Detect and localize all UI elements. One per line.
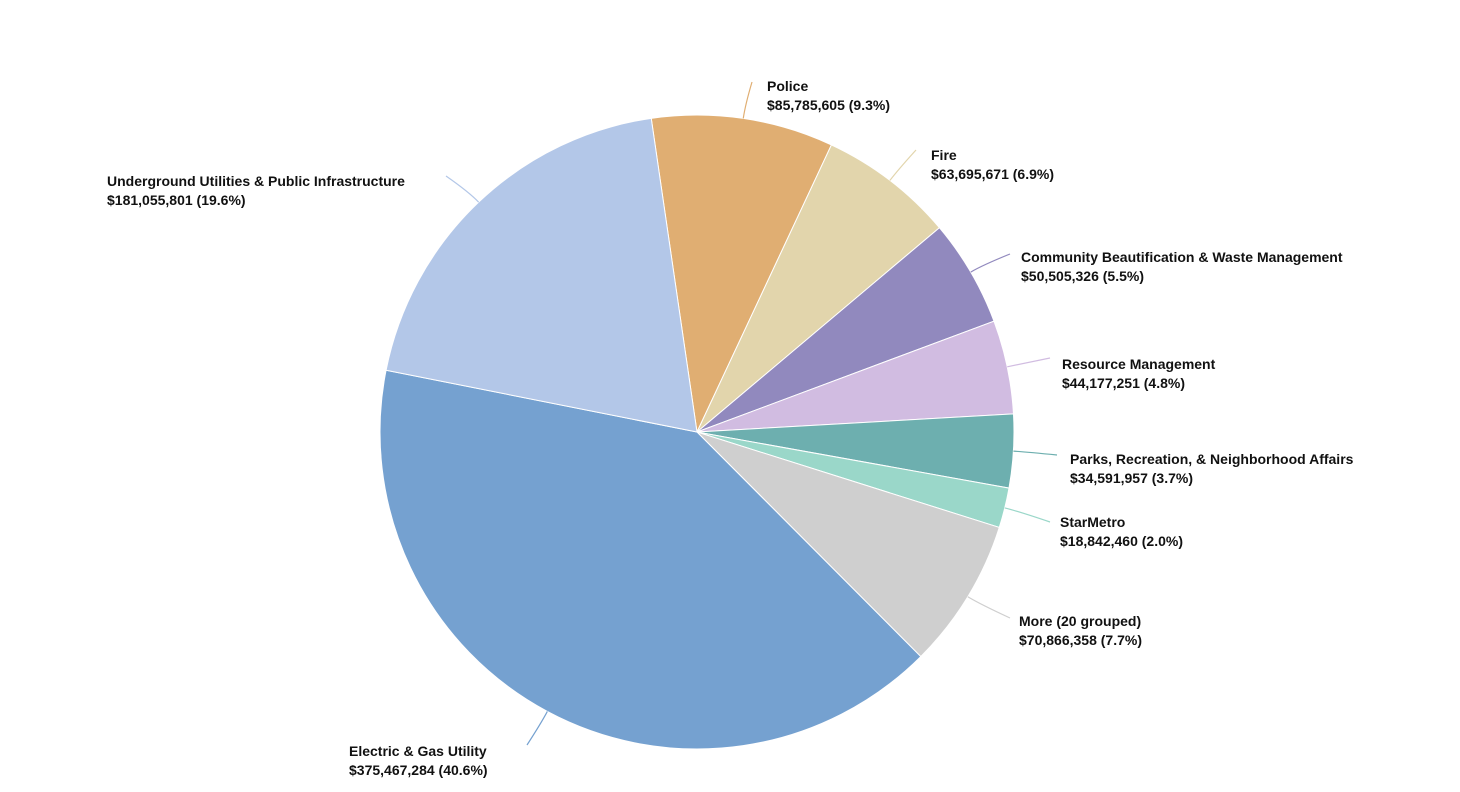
slice-label-name: More (20 grouped) (1019, 613, 1141, 629)
slice-label-value: $85,785,605 (9.3%) (767, 97, 890, 113)
pie-slice[interactable] (379, 369, 922, 750)
slice-label-value: $44,177,251 (4.8%) (1062, 375, 1185, 391)
leader-line (742, 81, 753, 119)
pie-slice[interactable] (696, 431, 1000, 658)
leader-line (445, 175, 480, 203)
leader-line (1004, 507, 1051, 523)
leader-lines (445, 81, 1058, 746)
leader-line (1007, 357, 1051, 368)
slice-label-value: $18,842,460 (2.0%) (1060, 533, 1183, 549)
slice-label-value: $50,505,326 (5.5%) (1021, 268, 1144, 284)
slice-label-value: $375,467,284 (40.6%) (349, 762, 488, 778)
pie-slice[interactable] (650, 114, 833, 434)
leader-line (967, 596, 1011, 619)
leader-line (970, 253, 1011, 273)
slice-label-name: Underground Utilities & Public Infrastru… (107, 173, 405, 189)
slice-label-value: $70,866,358 (7.7%) (1019, 632, 1142, 648)
pie-slice[interactable] (385, 117, 698, 433)
leader-line (889, 149, 917, 181)
slice-label-name: Resource Management (1062, 356, 1216, 372)
slice-label-name: Parks, Recreation, & Neighborhood Affair… (1070, 451, 1354, 467)
slice-label-name: Police (767, 78, 808, 94)
slice-label-name: Fire (931, 147, 957, 163)
slice-labels: Police $85,785,605 (9.3%) Fire $63,695,671 … (107, 78, 1354, 778)
pie-slices (379, 114, 1015, 750)
slice-label-value: $63,695,671 (6.9%) (931, 166, 1054, 182)
slice-label-name: StarMetro (1060, 514, 1125, 530)
slice-label-name: Electric & Gas Utility (349, 743, 487, 759)
pie-slice[interactable] (696, 144, 941, 433)
slice-label-name: Community Beautification & Waste Managem… (1021, 249, 1343, 265)
leader-line (526, 711, 548, 746)
leader-line (1013, 450, 1058, 456)
slice-label-value: $181,055,801 (19.6%) (107, 192, 246, 208)
slice-label-value: $34,591,957 (3.7%) (1070, 470, 1193, 486)
